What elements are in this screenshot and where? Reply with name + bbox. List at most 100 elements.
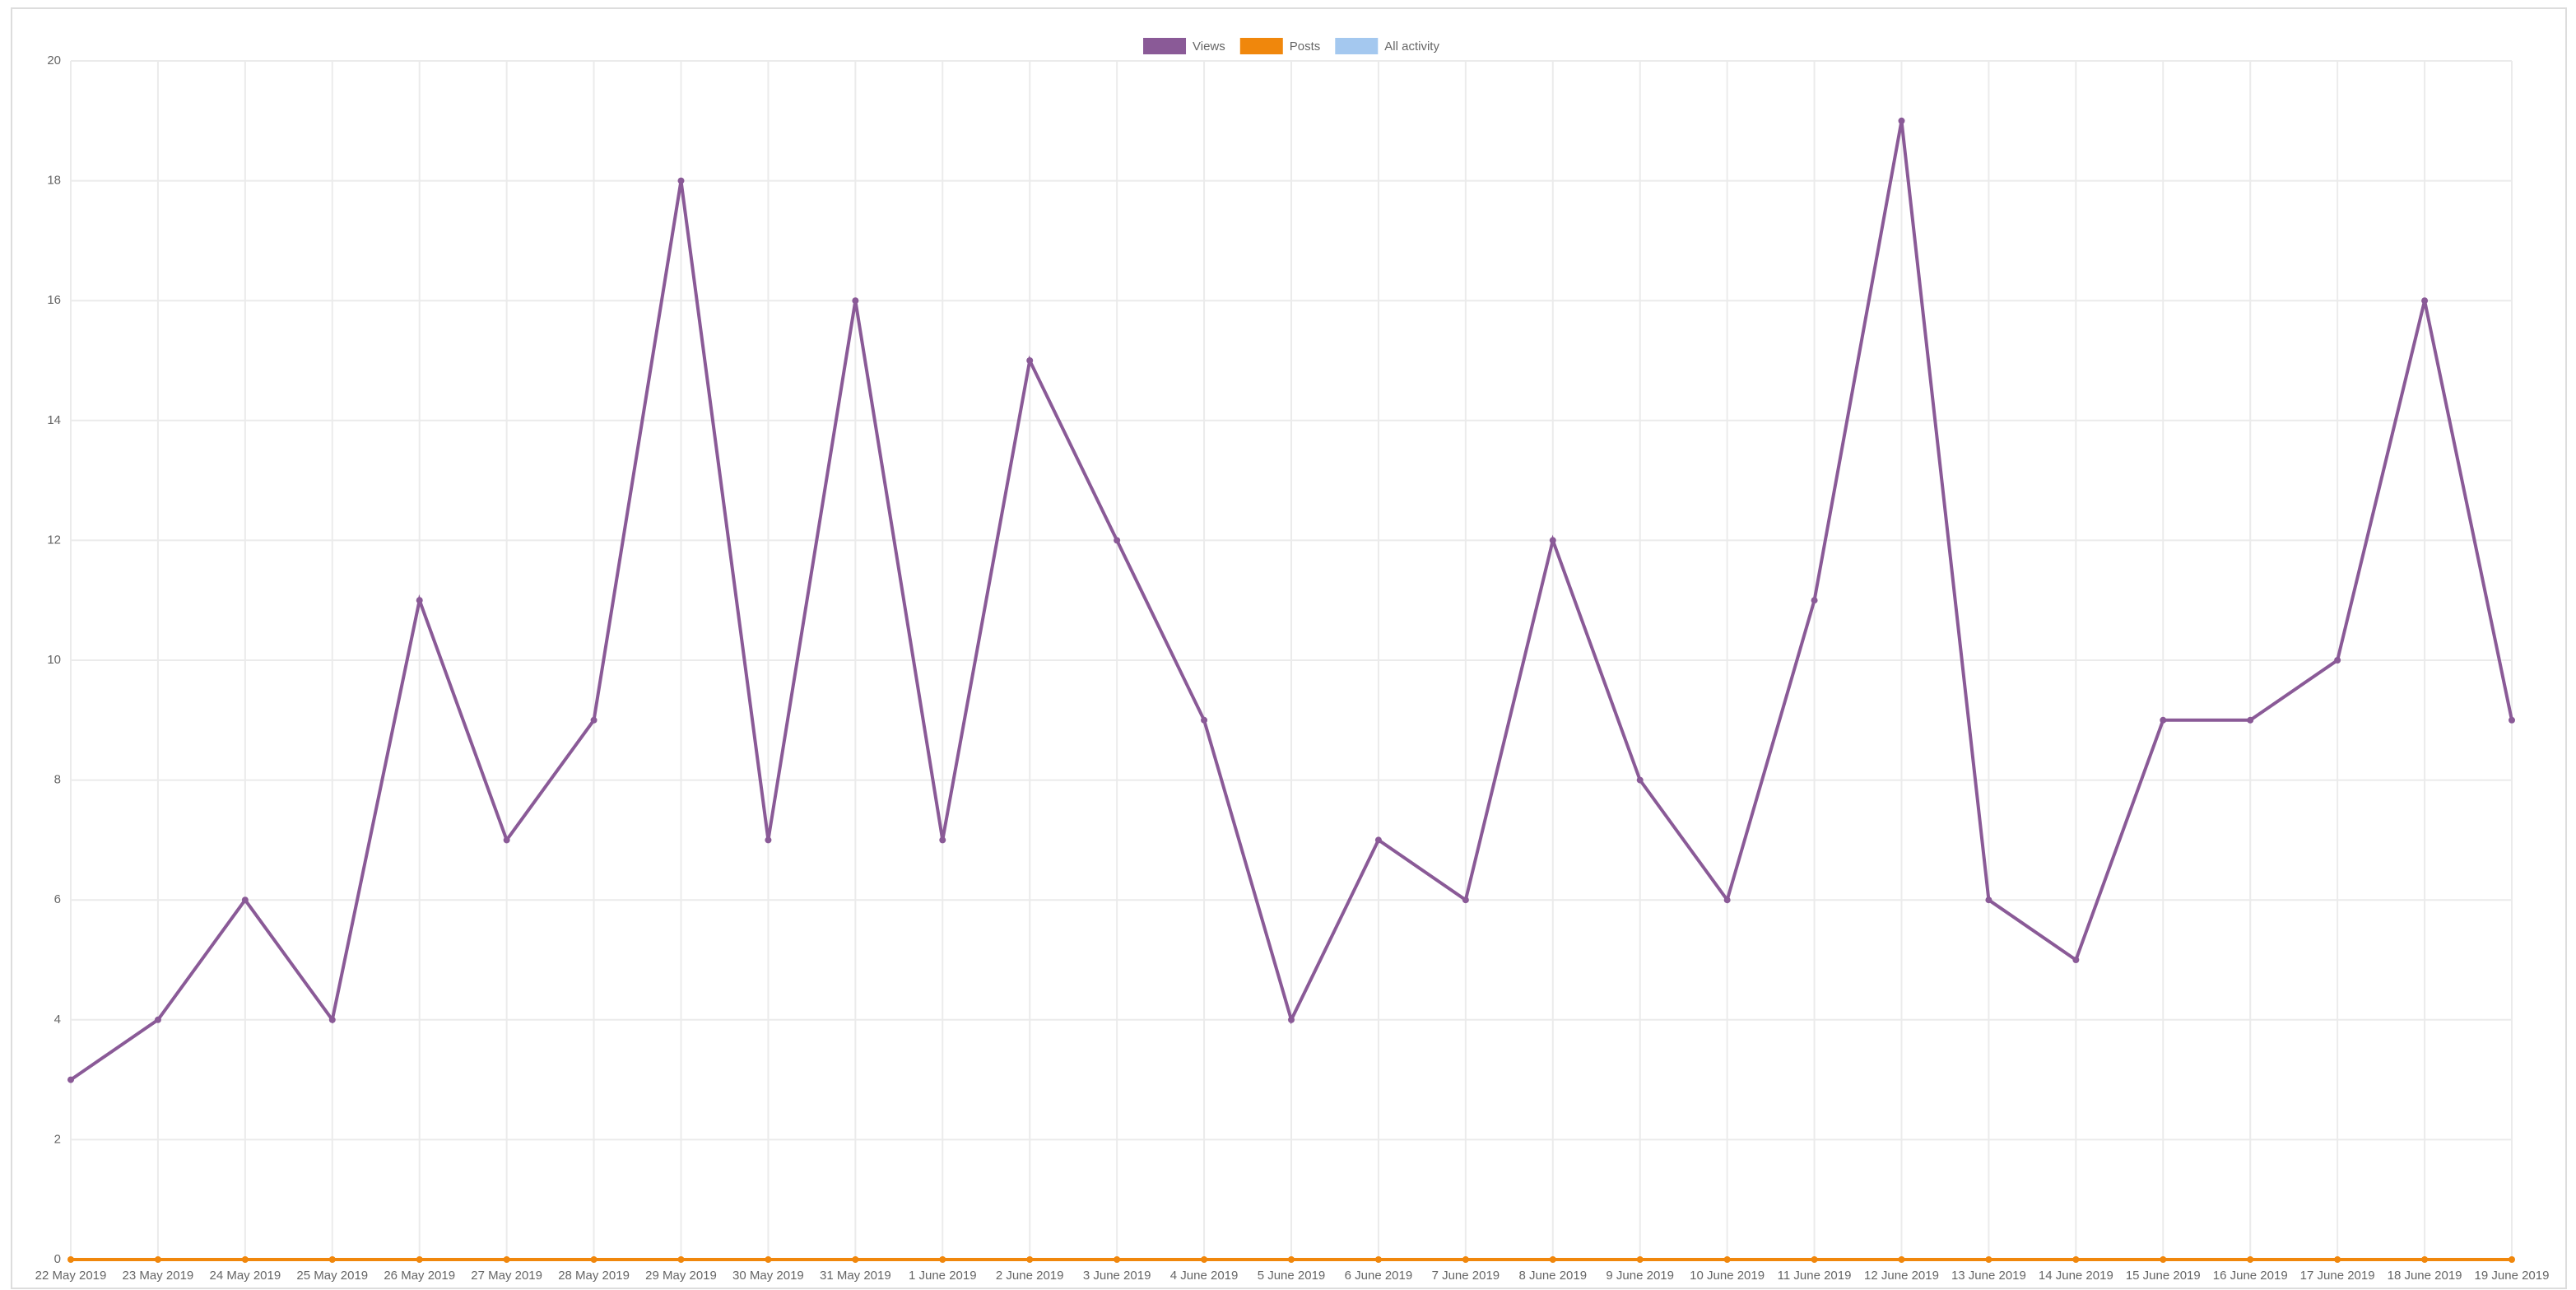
- data-point: [416, 597, 423, 604]
- x-tick-label: 16 June 2019: [2213, 1269, 2288, 1283]
- data-point: [328, 1256, 336, 1263]
- y-tick-label: 6: [54, 892, 61, 906]
- x-tick-label: 14 June 2019: [2039, 1269, 2113, 1283]
- data-point: [1549, 1256, 1556, 1263]
- data-point: [1723, 896, 1731, 904]
- data-point: [939, 1256, 946, 1263]
- data-point: [590, 716, 598, 724]
- data-point: [67, 1256, 74, 1263]
- x-tick-label: 30 May 2019: [732, 1269, 804, 1283]
- data-point: [67, 1076, 74, 1083]
- data-point: [1114, 1256, 1121, 1263]
- data-point: [241, 896, 249, 904]
- y-tick-label: 0: [54, 1252, 61, 1266]
- legend-label[interactable]: Posts: [1290, 40, 1321, 54]
- data-point: [2072, 1256, 2080, 1263]
- data-point: [1985, 1256, 1992, 1263]
- data-point: [2247, 1256, 2254, 1263]
- data-point: [677, 177, 685, 184]
- data-point: [2334, 657, 2341, 664]
- data-point: [1288, 1016, 1295, 1023]
- legend-label[interactable]: All activity: [1384, 40, 1439, 54]
- x-tick-label: 26 May 2019: [384, 1269, 455, 1283]
- data-point: [1985, 896, 1992, 904]
- x-tick-label: 22 May 2019: [35, 1269, 107, 1283]
- data-point: [1374, 836, 1382, 844]
- data-point: [503, 836, 510, 844]
- y-tick-label: 12: [47, 533, 61, 547]
- data-point: [1636, 1256, 1644, 1263]
- legend-label[interactable]: Views: [1193, 40, 1225, 54]
- x-tick-label: 15 June 2019: [2126, 1269, 2201, 1283]
- x-tick-label: 10 June 2019: [1690, 1269, 1765, 1283]
- x-tick-label: 28 May 2019: [558, 1269, 630, 1283]
- data-point: [939, 836, 946, 844]
- data-point: [1026, 1256, 1034, 1263]
- y-tick-label: 16: [47, 293, 61, 307]
- data-point: [1549, 537, 1556, 544]
- data-point: [328, 1016, 336, 1023]
- y-tick-label: 18: [47, 174, 61, 188]
- data-point: [1462, 1256, 1469, 1263]
- x-tick-label: 6 June 2019: [1345, 1269, 1413, 1283]
- x-tick-label: 3 June 2019: [1083, 1269, 1151, 1283]
- data-point: [1636, 776, 1644, 784]
- legend-swatch[interactable]: [1335, 38, 1379, 54]
- x-tick-label: 19 June 2019: [2475, 1269, 2550, 1283]
- data-point: [2072, 957, 2080, 963]
- x-tick-label: 8 June 2019: [1518, 1269, 1587, 1283]
- data-point: [1201, 716, 1208, 724]
- data-point: [1898, 117, 1905, 124]
- x-tick-label: 5 June 2019: [1258, 1269, 1326, 1283]
- data-point: [2509, 1256, 2515, 1263]
- x-tick-label: 12 June 2019: [1864, 1269, 1939, 1283]
- data-point: [1374, 1256, 1382, 1263]
- data-point: [852, 297, 859, 305]
- legend-swatch[interactable]: [1239, 38, 1283, 54]
- data-point: [1723, 1256, 1731, 1263]
- y-tick-label: 8: [54, 773, 61, 787]
- x-tick-label: 18 June 2019: [2388, 1269, 2462, 1283]
- legend-swatch[interactable]: [1143, 38, 1187, 54]
- data-point: [852, 1256, 859, 1263]
- data-point: [154, 1016, 161, 1023]
- x-tick-label: 27 May 2019: [471, 1269, 542, 1283]
- x-tick-label: 7 June 2019: [1432, 1269, 1500, 1283]
- data-point: [2334, 1256, 2341, 1263]
- data-point: [1462, 896, 1469, 904]
- data-point: [1898, 1256, 1905, 1263]
- x-tick-label: 17 June 2019: [2300, 1269, 2375, 1283]
- data-point: [677, 1256, 685, 1263]
- y-tick-label: 20: [47, 54, 61, 68]
- y-tick-label: 10: [47, 653, 61, 667]
- panel-frame: [11, 7, 2567, 1289]
- data-point: [2421, 297, 2429, 305]
- data-point: [1288, 1256, 1295, 1263]
- x-tick-label: 1 June 2019: [909, 1269, 977, 1283]
- data-point: [1201, 1256, 1208, 1263]
- data-point: [1026, 357, 1034, 364]
- y-tick-label: 2: [54, 1132, 61, 1146]
- data-point: [416, 1256, 423, 1263]
- y-tick-label: 4: [54, 1013, 61, 1027]
- data-point: [2247, 716, 2254, 724]
- x-tick-label: 23 May 2019: [123, 1269, 194, 1283]
- x-tick-label: 11 June 2019: [1778, 1269, 1852, 1283]
- data-point: [590, 1256, 598, 1263]
- x-tick-label: 29 May 2019: [645, 1269, 717, 1283]
- x-tick-label: 25 May 2019: [296, 1269, 368, 1283]
- x-tick-label: 9 June 2019: [1606, 1269, 1674, 1283]
- x-tick-label: 2 June 2019: [996, 1269, 1064, 1283]
- x-tick-label: 4 June 2019: [1170, 1269, 1239, 1283]
- data-point: [2160, 1256, 2167, 1263]
- x-tick-label: 31 May 2019: [820, 1269, 891, 1283]
- data-point: [765, 1256, 772, 1263]
- data-point: [154, 1256, 161, 1263]
- data-point: [2160, 716, 2167, 724]
- data-point: [2421, 1256, 2429, 1263]
- x-tick-label: 24 May 2019: [209, 1269, 281, 1283]
- data-point: [1811, 1256, 1818, 1263]
- y-tick-label: 14: [47, 413, 61, 427]
- data-point: [2509, 716, 2515, 724]
